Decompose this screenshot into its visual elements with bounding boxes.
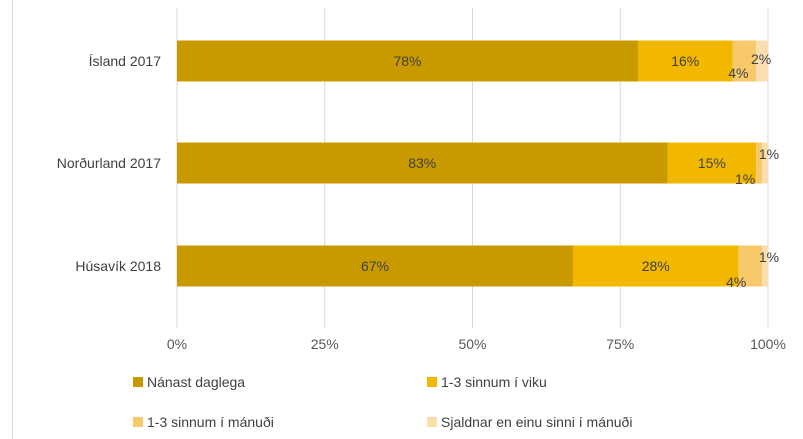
x-tick-labels: 0% 25% 50% 75% 100% — [167, 336, 786, 352]
legend: Nánast daglega 1-3 sinnum í viku 1-3 sinnu… — [133, 374, 632, 430]
x-tick-label: 75% — [606, 336, 634, 352]
bar-data-label: 78% — [393, 53, 421, 69]
bar-data-label: 1% — [735, 171, 755, 187]
category-label: Húsavík 2018 — [75, 258, 161, 274]
x-tick-label: 100% — [750, 336, 786, 352]
bar-data-label: 15% — [698, 155, 726, 171]
bar-segment — [762, 245, 768, 287]
bar-data-label: 1% — [759, 146, 779, 162]
category-labels: Ísland 2017 Norðurland 2017 Húsavík 2018 — [57, 53, 162, 274]
bar-data-label: 4% — [728, 65, 748, 81]
bar-segment — [177, 142, 668, 184]
x-tick-label: 50% — [458, 336, 486, 352]
bar-data-label: 16% — [671, 53, 699, 69]
bar-segment — [177, 40, 638, 82]
bar-data-label: 4% — [726, 274, 746, 290]
bar-segment — [572, 245, 739, 287]
bar-segment — [177, 245, 573, 287]
bar-segment — [738, 245, 763, 287]
bar-segment — [637, 40, 733, 82]
x-tick-label: 0% — [167, 336, 187, 352]
legend-swatch — [427, 377, 437, 387]
category-label: Ísland 2017 — [89, 53, 162, 69]
bar-data-label: 28% — [642, 258, 670, 274]
category-label: Norðurland 2017 — [57, 155, 162, 171]
bar-segment — [732, 40, 757, 82]
x-tick-label: 25% — [311, 336, 339, 352]
legend-swatch — [133, 417, 143, 427]
bar-segment — [756, 40, 768, 82]
bars — [177, 40, 768, 287]
data-labels: 78% 16%4%2%83% 15%1%1%67% 28%4%1% — [361, 51, 779, 290]
bar-data-label: 2% — [751, 51, 771, 67]
legend-label: Sjaldnar en einu sinni í mánuði — [441, 414, 632, 430]
bar-data-label: 1% — [759, 249, 779, 265]
chart-frame-border — [12, 0, 13, 439]
bar-data-label: 83% — [408, 155, 436, 171]
bar-segment — [667, 142, 757, 184]
bar-segment — [762, 142, 768, 184]
legend-label: 1-3 sinnum í viku — [441, 374, 547, 390]
bar-segment — [756, 142, 763, 184]
legend-swatch — [133, 377, 143, 387]
bar-data-label: 67% — [361, 258, 389, 274]
legend-label: 1-3 sinnum í mánuði — [147, 414, 274, 430]
legend-label: Nánast daglega — [147, 374, 245, 390]
legend-swatch — [427, 417, 437, 427]
